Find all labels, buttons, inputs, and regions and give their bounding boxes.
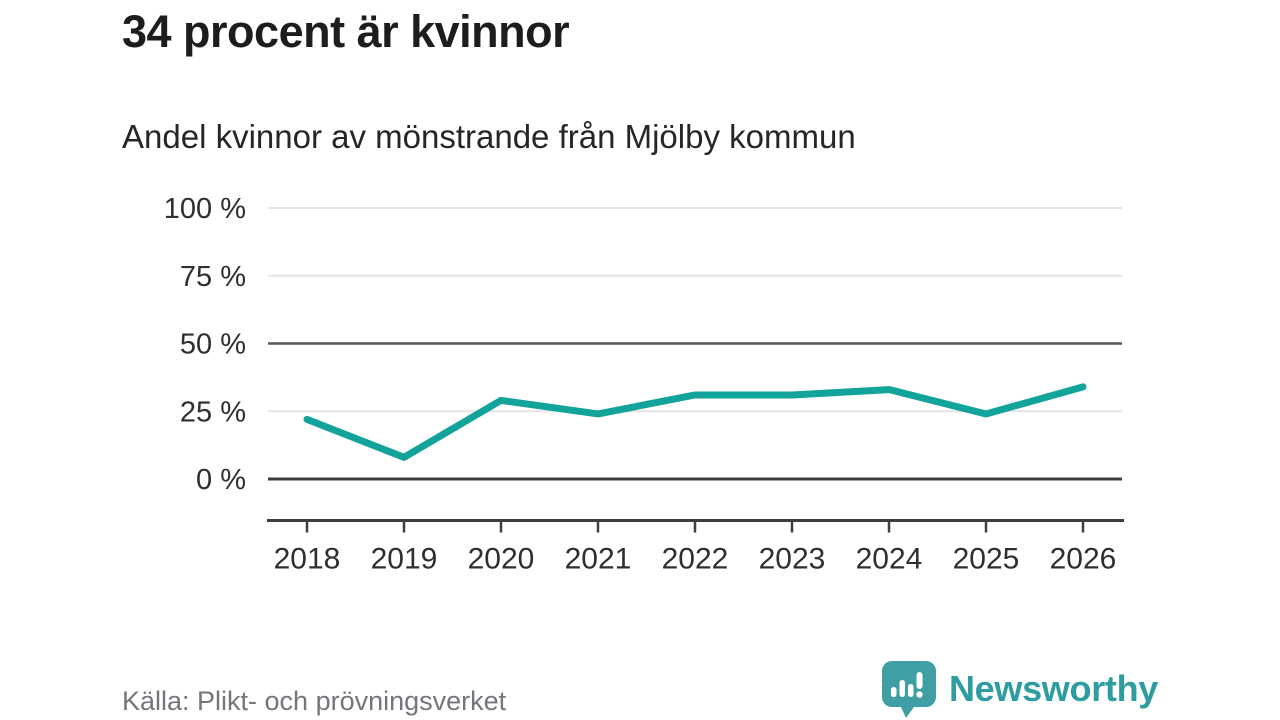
y-tick-label: 75 % bbox=[180, 261, 246, 293]
chart-subtitle: Andel kvinnor av mönstrande från Mjölby … bbox=[122, 118, 856, 155]
y-tick-label: 50 % bbox=[180, 329, 246, 361]
x-tick-label: 2024 bbox=[856, 543, 923, 576]
newsworthy-logo: Newsworthy bbox=[880, 660, 1158, 718]
source-note: Källa: Plikt- och prövningsverket bbox=[122, 686, 507, 716]
x-tick-label: 2025 bbox=[953, 543, 1020, 576]
y-tick-label: 100 % bbox=[164, 193, 246, 225]
logo-bar-medium bbox=[907, 684, 914, 697]
x-tick-label: 2022 bbox=[662, 543, 729, 576]
data-line bbox=[303, 383, 1087, 461]
x-tick-label: 2023 bbox=[759, 543, 826, 576]
brand-name: Newsworthy bbox=[948, 668, 1158, 709]
x-tick-label: 2021 bbox=[565, 543, 632, 576]
logo-exclamation-icon bbox=[916, 672, 923, 689]
newsworthy-logo-icon bbox=[881, 661, 936, 718]
x-tick-label: 2019 bbox=[371, 543, 438, 576]
y-tick-label: 25 % bbox=[180, 396, 246, 428]
chart-title: 34 procent är kvinnor bbox=[122, 6, 570, 57]
logo-bar-short bbox=[890, 687, 897, 697]
x-tick-label: 2026 bbox=[1050, 543, 1117, 576]
x-tick-label: 2018 bbox=[274, 543, 341, 576]
logo-bar-tall bbox=[899, 680, 905, 697]
y-tick-label: 0 % bbox=[196, 464, 246, 496]
x-tick-label: 2020 bbox=[468, 543, 535, 576]
